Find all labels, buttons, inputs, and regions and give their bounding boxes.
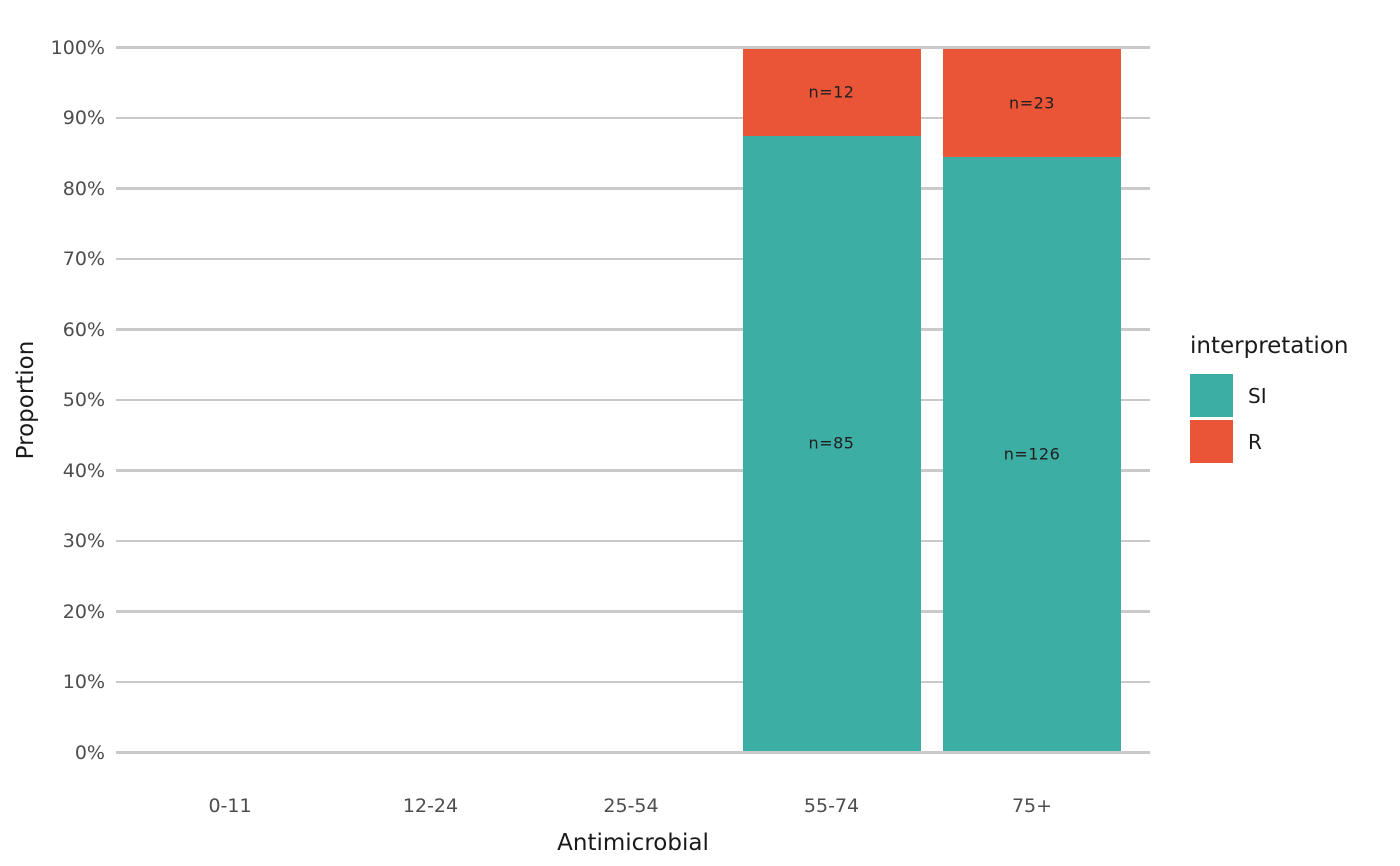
y-tick-label: 10%	[62, 671, 105, 693]
y-tick-label: 70%	[62, 248, 105, 270]
y-tick-label: 50%	[62, 389, 105, 411]
y-tick-label: 90%	[62, 107, 105, 129]
x-tick-label: 75+	[1011, 795, 1053, 817]
legend-item-si: SI	[1190, 374, 1348, 417]
x-axis-title: Antimicrobial	[557, 830, 709, 856]
legend-label-si: SI	[1248, 383, 1267, 408]
y-tick-label: 20%	[62, 600, 105, 623]
gridline	[116, 116, 1150, 120]
x-tick-label: 55-74	[803, 795, 860, 817]
legend-title: interpretation	[1190, 333, 1349, 359]
y-tick-label: 80%	[62, 177, 105, 200]
bar-segment-r: n=12	[742, 48, 921, 136]
bar-segment-si: n=85	[742, 135, 921, 752]
gridline	[116, 187, 1150, 190]
legend-key-r-swatch	[1190, 420, 1233, 463]
gridline	[116, 328, 1150, 331]
bar-55-74: n=12 n=85	[742, 48, 921, 752]
x-tick-label: 25-54	[603, 795, 659, 817]
y-tick-label: 40%	[62, 459, 105, 482]
y-tick-label: 0%	[74, 741, 105, 764]
gridline	[116, 610, 1150, 613]
gridline	[116, 46, 1150, 49]
y-axis-title: Proportion	[13, 340, 39, 460]
y-tick-label: 60%	[62, 318, 105, 341]
bar-segment-r: n=23	[943, 48, 1121, 158]
bar-75+: n=23 n=126	[943, 48, 1121, 752]
x-tick-label: 0-11	[208, 795, 252, 817]
bar-count-label: n=23	[1009, 93, 1055, 113]
y-tick-label: 100%	[50, 36, 105, 59]
gridline	[116, 469, 1150, 472]
bar-count-label: n=12	[808, 82, 855, 102]
gridline	[116, 257, 1150, 261]
gridline	[116, 751, 1150, 754]
bar-count-label: n=85	[808, 433, 855, 453]
legend: interpretation SI R	[1190, 333, 1348, 466]
legend-label-r: R	[1248, 429, 1262, 454]
y-tick-label: 30%	[62, 530, 105, 552]
bar-segment-si: n=126	[943, 157, 1121, 752]
gridline	[116, 680, 1150, 684]
legend-item-r: R	[1190, 420, 1348, 463]
gridline	[116, 539, 1150, 543]
gridline	[116, 398, 1150, 402]
bar-count-label: n=126	[1003, 444, 1061, 464]
x-tick-label: 12-24	[402, 795, 459, 817]
legend-key-si-swatch	[1190, 374, 1233, 417]
